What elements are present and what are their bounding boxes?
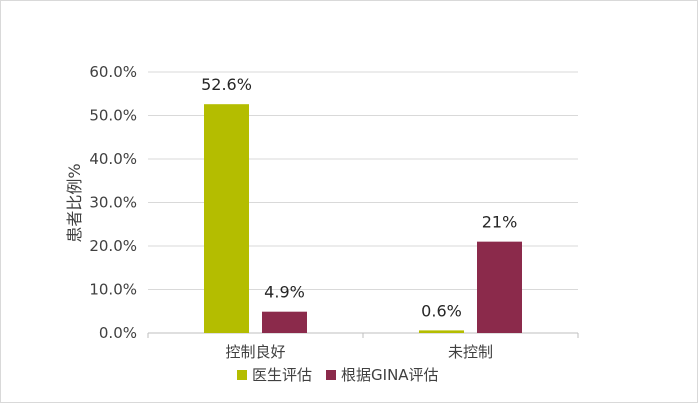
bars xyxy=(204,104,522,333)
bar xyxy=(419,330,464,333)
bar xyxy=(262,311,307,333)
y-tick-label: 40.0% xyxy=(89,150,137,168)
data-label: 4.9% xyxy=(264,283,305,302)
y-axis-ticks: 0.0% 10.0% 20.0% 30.0% 40.0% 50.0% 60.0% xyxy=(89,63,137,342)
y-tick-label: 60.0% xyxy=(89,63,137,81)
data-label: 52.6% xyxy=(201,75,252,94)
legend: 医生评估 根据GINA评估 xyxy=(237,364,439,385)
y-tick-label: 50.0% xyxy=(89,107,137,125)
bar xyxy=(204,104,249,333)
bar xyxy=(477,241,522,333)
y-tick-label: 20.0% xyxy=(89,237,137,255)
x-axis-ticks: 控制良好 未控制 xyxy=(225,343,493,361)
y-tick-label: 30.0% xyxy=(89,194,137,212)
legend-label: 根据GINA评估 xyxy=(341,366,439,384)
legend-swatch xyxy=(326,369,337,380)
data-label: 0.6% xyxy=(421,301,462,320)
legend-swatch xyxy=(237,369,247,380)
y-tick-label: 0.0% xyxy=(99,324,137,342)
data-labels: 52.6% 4.9% 0.6% 21% xyxy=(201,75,517,320)
x-tick-label: 控制良好 xyxy=(225,343,285,361)
legend-item-gina: 根据GINA评估 xyxy=(326,364,439,385)
y-axis-title: 患者比例% xyxy=(65,163,84,242)
legend-label: 医生评估 xyxy=(252,366,313,384)
y-tick-label: 10.0% xyxy=(89,281,137,299)
x-tick-label: 未控制 xyxy=(448,343,493,361)
legend-item-doctor: 医生评估 xyxy=(237,364,312,385)
data-label: 21% xyxy=(482,213,518,232)
